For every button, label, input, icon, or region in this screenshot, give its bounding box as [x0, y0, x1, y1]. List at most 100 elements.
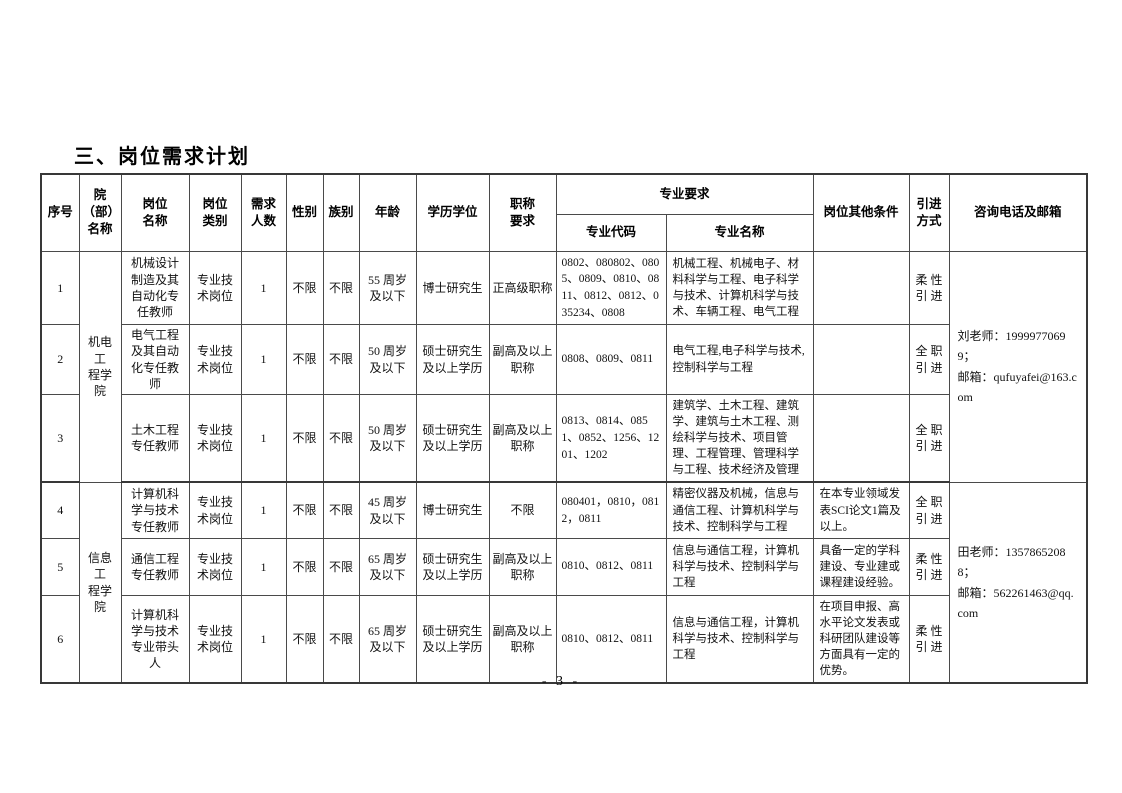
cell-ethnicity: 不限	[322, 481, 360, 539]
cell-ethnicity: 不限	[322, 324, 360, 395]
cell-post-name: 机械设计 制造及其 自动化专 任教师	[120, 250, 190, 326]
cell-other-cond	[812, 250, 910, 326]
cell-post-name: 电气工程 及其自动 化专任教 师	[120, 324, 190, 395]
cell-title-req: 副高及以上 职称	[488, 537, 557, 596]
cell-major-code: 080401，0810，0812，0811	[555, 481, 667, 539]
cell-education: 博士研究生	[415, 250, 490, 326]
cell-other-cond: 在项目申报、高水平论文发表或科研团队建设等方面具有一定的优势。	[812, 594, 910, 684]
cell-major-name: 信息与通信工程，计算机科学与技术、控制科学与工程	[665, 594, 814, 684]
cell-major-name: 机械工程、机械电子、材料科学与工程、电子科学与技术、计算机科学与技术、车辆工程、…	[665, 250, 814, 326]
cell-post-type: 专业技 术岗位	[188, 594, 242, 684]
cell-other-cond	[812, 393, 910, 484]
cell-dept: 机电工 程学院	[78, 250, 122, 483]
header-headcount: 需求 人数	[240, 173, 287, 252]
header-row-1: 序号 院（部） 名称 岗位 名称 岗位 类别 需求 人数 性别 族别 年龄 学历…	[40, 173, 1088, 252]
cell-ethnicity: 不限	[322, 250, 360, 326]
header-row-2: 专业代码 专业名称	[41, 213, 1087, 252]
cell-education: 硕士研究生 及以上学历	[415, 393, 490, 484]
header-gender: 性别	[285, 173, 324, 252]
cell-title-req: 副高及以上 职称	[488, 393, 557, 484]
header-major-name: 专业名称	[665, 213, 814, 252]
cell-ethnicity: 不限	[322, 393, 360, 484]
header-major-req: 专业要求	[555, 173, 814, 215]
cell-major-name: 电气工程,电子科学与技术,控制科学与工程	[665, 324, 814, 395]
header-seq: 序号	[40, 173, 80, 252]
cell-gender: 不限	[285, 250, 324, 326]
cell-gender: 不限	[285, 594, 324, 684]
cell-intro-mode: 柔 性 引 进	[908, 594, 950, 684]
cell-other-cond	[812, 324, 910, 395]
cell-post-type: 专业技 术岗位	[188, 250, 242, 326]
cell-seq: 1	[40, 250, 80, 326]
cell-major-name: 精密仪器及机械，信息与通信工程、计算机科学与技术、控制科学与工程	[665, 481, 814, 539]
cell-education: 硕士研究生 及以上学历	[415, 324, 490, 395]
table-row: 4 信息工 程学院 计算机科 学与技术 专任教师 专业技 术岗位 1 不限 不限…	[40, 481, 1088, 684]
cell-education: 硕士研究生 及以上学历	[415, 594, 490, 684]
cell-major-code: 0808、0809、0811	[555, 324, 667, 395]
header-major-code: 专业代码	[555, 213, 667, 252]
header-ethnicity: 族别	[322, 173, 360, 252]
header-contact: 咨询电话及邮箱	[948, 173, 1088, 252]
cell-headcount: 1	[240, 250, 287, 326]
cell-headcount: 1	[240, 481, 287, 539]
cell-title-req: 正高级职称	[488, 250, 557, 326]
cell-seq: 5	[40, 537, 80, 596]
cell-seq: 6	[40, 594, 80, 684]
cell-intro-mode: 全 职 引 进	[908, 324, 950, 395]
cell-major-code: 0810、0812、0811	[555, 594, 667, 684]
cell-gender: 不限	[285, 481, 324, 539]
header-age: 年龄	[358, 173, 417, 252]
cell-intro-mode: 全 职 引 进	[908, 393, 950, 484]
cell-major-name: 建筑学、土木工程、建筑学、建筑与土木工程、测绘科学与技术、项目管理、工程管理、管…	[665, 393, 814, 484]
header-other-cond: 岗位其他条件	[812, 173, 910, 252]
cell-education: 博士研究生	[415, 481, 490, 539]
cell-ethnicity: 不限	[322, 537, 360, 596]
cell-age: 55 周岁 及以下	[358, 250, 417, 326]
cell-intro-mode: 全 职 引 进	[908, 481, 950, 539]
job-requirements-table: 序号 院（部） 名称 岗位 名称 岗位 类别 需求 人数 性别 族别 年龄 学历…	[40, 173, 1089, 685]
cell-headcount: 1	[240, 324, 287, 395]
cell-major-code: 0802、080802、0805、0809、0810、0811、0812、081…	[555, 250, 667, 326]
cell-gender: 不限	[285, 393, 324, 484]
header-intro-mode: 引进 方式	[908, 173, 950, 252]
cell-seq: 2	[40, 324, 80, 395]
cell-age: 50 周岁 及以下	[358, 393, 417, 484]
cell-post-type: 专业技 术岗位	[188, 324, 242, 395]
cell-headcount: 1	[240, 537, 287, 596]
cell-title-req: 不限	[488, 481, 557, 539]
header-title-req: 职称 要求	[488, 173, 557, 252]
cell-post-name: 计算机科 学与技术 专业带头 人	[120, 594, 190, 684]
cell-major-name: 信息与通信工程，计算机科学与技术、控制科学与工程	[665, 537, 814, 596]
cell-post-type: 专业技 术岗位	[188, 393, 242, 484]
header-dept: 院（部） 名称	[78, 173, 122, 252]
cell-title-req: 副高及以上 职称	[488, 324, 557, 395]
cell-intro-mode: 柔 性 引 进	[908, 537, 950, 596]
cell-age: 50 周岁 及以下	[358, 324, 417, 395]
cell-seq: 3	[40, 393, 80, 484]
cell-headcount: 1	[240, 393, 287, 484]
cell-contact: 田老师：13578652088； 邮箱：562261463@qq.com	[948, 481, 1088, 684]
cell-ethnicity: 不限	[322, 594, 360, 684]
section-title: 三、岗位需求计划	[74, 146, 250, 168]
table-row: 6 计算机科 学与技术 专业带头 人 专业技 术岗位 1 不限 不限 65 周岁…	[40, 594, 1087, 684]
cell-title-req: 副高及以上 职称	[488, 594, 557, 684]
cell-other-cond: 具备一定的学科建设、专业建或课程建设经验。	[812, 537, 910, 596]
cell-dept: 信息工 程学院	[78, 481, 122, 684]
cell-post-type: 专业技 术岗位	[188, 537, 242, 596]
cell-other-cond: 在本专业领域发表SCI论文1篇及以上。	[812, 481, 910, 539]
cell-major-code: 0810、0812、0811	[555, 537, 667, 596]
cell-education: 硕士研究生 及以上学历	[415, 537, 490, 596]
cell-age: 65 周岁 及以下	[358, 537, 417, 596]
cell-age: 45 周岁 及以下	[358, 481, 417, 539]
table-row: 1 机电工 程学院 机械设计 制造及其 自动化专 任教师 专业技 术岗位 1 不…	[40, 250, 1088, 483]
cell-age: 65 周岁 及以下	[358, 594, 417, 684]
cell-seq: 4	[40, 481, 80, 539]
cell-major-code: 0813、0814、0851、0852、1256、1201、1202	[555, 393, 667, 484]
cell-headcount: 1	[240, 594, 287, 684]
cell-post-name: 计算机科 学与技术 专任教师	[120, 481, 190, 539]
cell-contact: 刘老师：19999770699； 邮箱：qufuyafei@163.com	[948, 250, 1088, 483]
page-number: - 3 -	[541, 674, 581, 689]
header-post-name: 岗位 名称	[120, 173, 190, 252]
cell-intro-mode: 柔 性 引 进	[908, 250, 950, 326]
